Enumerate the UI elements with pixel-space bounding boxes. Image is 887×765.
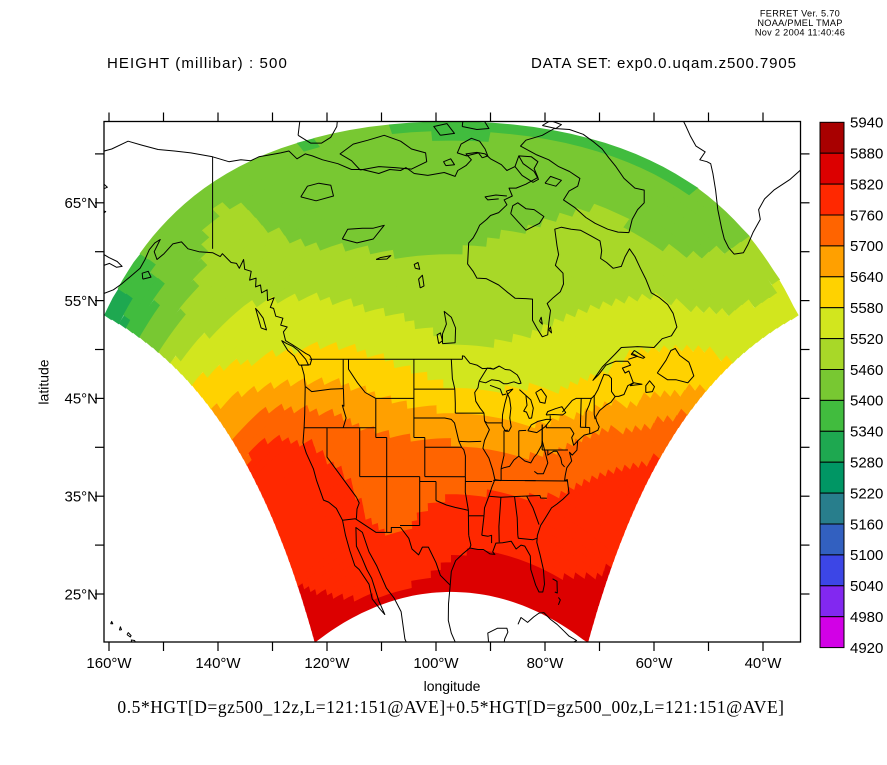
svg-text:5220: 5220	[850, 485, 883, 502]
svg-text:latitude: latitude	[36, 359, 52, 404]
svg-text:Nov 2 2004 11:40:46: Nov 2 2004 11:40:46	[755, 28, 845, 38]
svg-text:5940: 5940	[850, 115, 883, 132]
svg-text:DATA SET: exp0.0.uqam.z500.790: DATA SET: exp0.0.uqam.z500.7905	[531, 55, 797, 72]
svg-text:5040: 5040	[850, 578, 883, 595]
svg-text:100°W: 100°W	[413, 655, 459, 672]
svg-text:55°N: 55°N	[64, 293, 98, 310]
svg-text:45°N: 45°N	[64, 391, 98, 408]
svg-text:5280: 5280	[850, 455, 883, 472]
svg-text:160°W: 160°W	[86, 655, 132, 672]
svg-text:140°W: 140°W	[195, 655, 241, 672]
svg-text:longitude: longitude	[424, 678, 481, 694]
svg-text:40°W: 40°W	[745, 655, 783, 672]
svg-text:5520: 5520	[850, 331, 883, 348]
svg-text:0.5*HGT[D=gz500_12z,L=121:151@: 0.5*HGT[D=gz500_12z,L=121:151@AVE]+0.5*H…	[117, 697, 784, 717]
svg-text:4920: 4920	[850, 640, 883, 657]
svg-text:5460: 5460	[850, 362, 883, 379]
svg-text:60°W: 60°W	[636, 655, 674, 672]
svg-text:5160: 5160	[850, 516, 883, 533]
svg-text:120°W: 120°W	[304, 655, 350, 672]
svg-text:5700: 5700	[850, 238, 883, 255]
svg-text:5400: 5400	[850, 393, 883, 410]
svg-text:80°W: 80°W	[527, 655, 565, 672]
svg-text:5340: 5340	[850, 424, 883, 441]
svg-text:65°N: 65°N	[64, 195, 98, 212]
svg-text:25°N: 25°N	[64, 586, 98, 603]
svg-text:HEIGHT (millibar) : 500: HEIGHT (millibar) : 500	[107, 55, 288, 72]
svg-text:4980: 4980	[850, 609, 883, 626]
svg-text:5100: 5100	[850, 547, 883, 564]
svg-text:5580: 5580	[850, 300, 883, 317]
svg-text:35°N: 35°N	[64, 489, 98, 506]
svg-text:NOAA/PMEL TMAP: NOAA/PMEL TMAP	[757, 18, 842, 28]
svg-text:5820: 5820	[850, 176, 883, 193]
svg-text:5760: 5760	[850, 207, 883, 224]
svg-text:5640: 5640	[850, 269, 883, 286]
svg-text:5880: 5880	[850, 146, 883, 163]
svg-text:FERRET Ver. 5.70: FERRET Ver. 5.70	[760, 9, 840, 19]
